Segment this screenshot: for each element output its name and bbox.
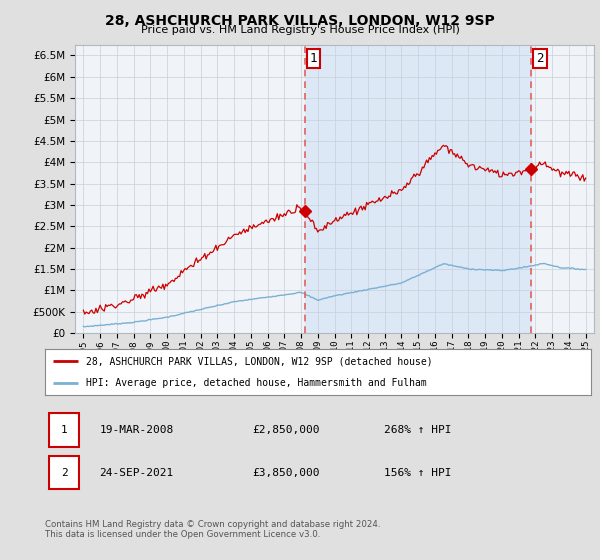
FancyBboxPatch shape: [49, 413, 79, 447]
Text: £3,850,000: £3,850,000: [253, 468, 320, 478]
Text: 19-MAR-2008: 19-MAR-2008: [100, 425, 174, 435]
Text: 156% ↑ HPI: 156% ↑ HPI: [383, 468, 451, 478]
Text: 28, ASHCHURCH PARK VILLAS, LONDON, W12 9SP: 28, ASHCHURCH PARK VILLAS, LONDON, W12 9…: [105, 14, 495, 28]
Text: Contains HM Land Registry data © Crown copyright and database right 2024.
This d: Contains HM Land Registry data © Crown c…: [45, 520, 380, 539]
Text: 24-SEP-2021: 24-SEP-2021: [100, 468, 174, 478]
Bar: [305, 45, 531, 333]
Text: 2: 2: [536, 52, 544, 65]
Text: 1: 1: [61, 425, 68, 435]
FancyBboxPatch shape: [49, 456, 79, 489]
Text: £2,850,000: £2,850,000: [253, 425, 320, 435]
Text: 1: 1: [310, 52, 317, 65]
Text: 268% ↑ HPI: 268% ↑ HPI: [383, 425, 451, 435]
Text: 2: 2: [61, 468, 68, 478]
Text: Price paid vs. HM Land Registry's House Price Index (HPI): Price paid vs. HM Land Registry's House …: [140, 25, 460, 35]
Text: HPI: Average price, detached house, Hammersmith and Fulham: HPI: Average price, detached house, Hamm…: [86, 379, 427, 388]
Text: 28, ASHCHURCH PARK VILLAS, LONDON, W12 9SP (detached house): 28, ASHCHURCH PARK VILLAS, LONDON, W12 9…: [86, 356, 433, 366]
